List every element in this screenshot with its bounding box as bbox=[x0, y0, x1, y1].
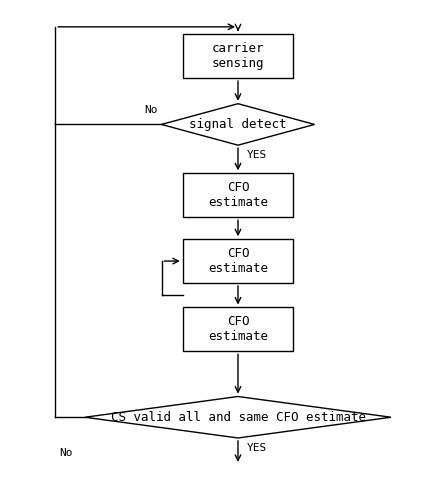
Text: CS valid all and same CFO estimate: CS valid all and same CFO estimate bbox=[110, 411, 366, 424]
Text: signal detect: signal detect bbox=[189, 118, 287, 131]
Polygon shape bbox=[162, 103, 314, 145]
Polygon shape bbox=[85, 396, 391, 438]
Text: No: No bbox=[144, 105, 157, 115]
Text: carrier
sensing: carrier sensing bbox=[212, 42, 264, 70]
Text: YES: YES bbox=[246, 443, 267, 453]
Bar bbox=[183, 239, 293, 283]
Text: CFO
estimate: CFO estimate bbox=[208, 315, 268, 344]
Text: YES: YES bbox=[246, 150, 267, 160]
Bar bbox=[183, 173, 293, 217]
Bar bbox=[183, 307, 293, 351]
Text: CFO
estimate: CFO estimate bbox=[208, 181, 268, 209]
Text: CFO
estimate: CFO estimate bbox=[208, 247, 268, 275]
Bar bbox=[183, 34, 293, 78]
Text: No: No bbox=[60, 448, 73, 458]
